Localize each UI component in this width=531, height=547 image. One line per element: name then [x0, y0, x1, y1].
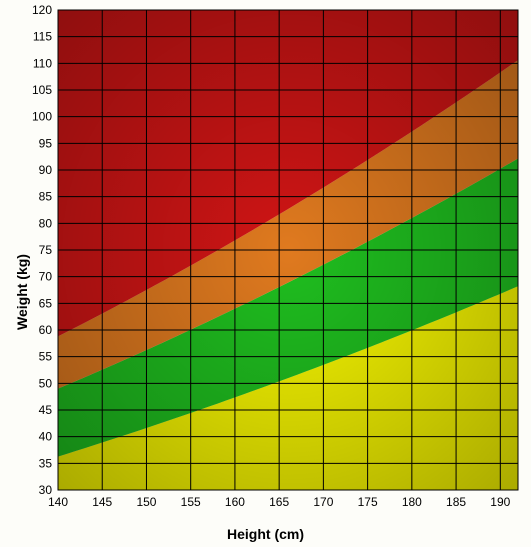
x-axis-label: Height (cm) — [0, 526, 531, 542]
y-tick-label: 45 — [39, 403, 53, 417]
x-tick-label: 190 — [490, 495, 510, 509]
x-tick-label: 140 — [48, 495, 68, 509]
chart-svg: 140 145 150 155 160 165 170 175 180 185 190 30 35 40 4… — [0, 0, 531, 547]
y-tick-label: 60 — [39, 323, 53, 337]
y-tick-label: 85 — [39, 190, 53, 204]
x-tick-label: 180 — [402, 495, 422, 509]
x-tick-label: 160 — [225, 495, 245, 509]
y-tick-label: 50 — [39, 376, 53, 390]
x-tick-label: 175 — [358, 495, 378, 509]
y-tick-label: 80 — [39, 216, 53, 230]
y-tick-label: 30 — [39, 483, 53, 497]
x-tick-label: 185 — [446, 495, 466, 509]
y-axis-label: Weight (kg) — [14, 254, 30, 330]
x-tick-label: 170 — [313, 495, 333, 509]
y-tick-label: 120 — [32, 3, 52, 17]
y-tick-label: 100 — [32, 110, 52, 124]
y-tick-label: 70 — [39, 270, 53, 284]
x-tick-label: 150 — [136, 495, 156, 509]
y-tick-label: 90 — [39, 163, 53, 177]
y-tick-label: 65 — [39, 296, 53, 310]
y-tick-label: 105 — [32, 83, 52, 97]
x-tick-label: 155 — [181, 495, 201, 509]
y-tick-label: 95 — [39, 136, 53, 150]
bmi-chart: { "chart": { "type": "area-band", "width… — [0, 0, 531, 547]
x-tick-label: 165 — [269, 495, 289, 509]
y-tick-label: 110 — [33, 56, 52, 70]
x-tick-label: 145 — [92, 495, 112, 509]
y-tick-label: 40 — [39, 430, 53, 444]
y-tick-label: 55 — [39, 350, 53, 364]
y-tick-label: 35 — [39, 456, 53, 470]
y-tick-label: 75 — [39, 243, 53, 257]
y-tick-label: 115 — [33, 30, 52, 44]
